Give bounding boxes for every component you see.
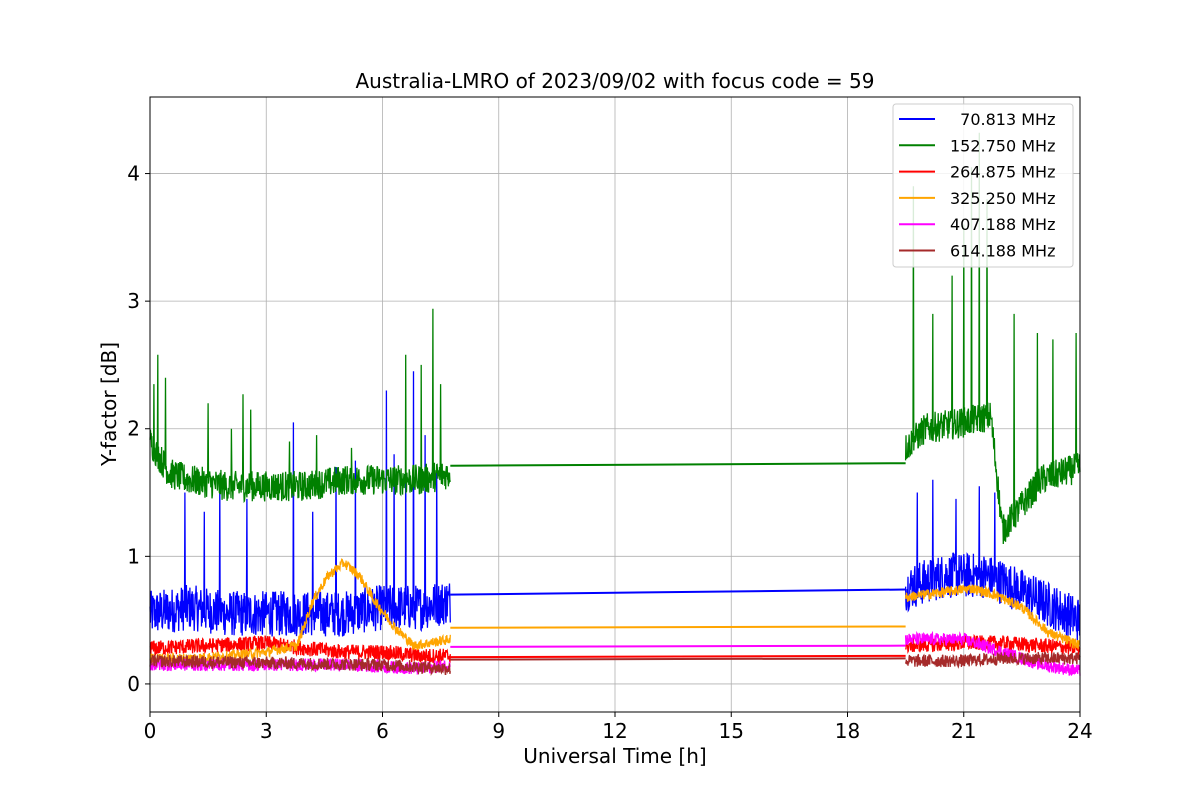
legend-label: 70.813 MHz: [950, 110, 1055, 129]
legend-label: 614.188 MHz: [950, 242, 1055, 261]
series-line: [149, 653, 451, 677]
x-tick-label: 0: [144, 719, 157, 743]
legend-label: 325.250 MHz: [950, 189, 1055, 208]
series-gap-line: [450, 462, 906, 467]
x-tick-label: 9: [492, 719, 505, 743]
series-line: [904, 584, 1081, 650]
series-line: [149, 635, 451, 664]
x-tick-label: 15: [719, 719, 744, 743]
y-tick-label: 1: [127, 544, 140, 568]
legend-box: [892, 103, 1074, 268]
legend-label: 152.750 MHz: [950, 136, 1055, 155]
series-line: [904, 633, 1081, 655]
x-tick-label: 12: [602, 719, 627, 743]
series-line: [904, 630, 1081, 677]
legend-label: 407.188 MHz: [950, 215, 1055, 234]
series-gap-line: [450, 644, 906, 648]
series-0: [149, 371, 1081, 641]
series-line: [904, 479, 1081, 641]
chart-title: Australia-LMRO of 2023/09/02 with focus …: [355, 69, 874, 93]
x-tick-label: 3: [260, 719, 273, 743]
y-tick-label: 2: [127, 417, 140, 441]
x-tick-label: 24: [1067, 719, 1092, 743]
series-line: [904, 651, 1081, 669]
plot-area: [149, 132, 1081, 677]
series-line: [904, 132, 1081, 545]
series-gap-line: [450, 625, 906, 629]
series-1: [149, 132, 1081, 545]
series-5: [149, 651, 1081, 677]
legend-label: 264.875 MHz: [950, 163, 1055, 182]
series-line: [149, 371, 451, 637]
x-tick-label: 21: [951, 719, 976, 743]
y-tick-label: 4: [127, 162, 140, 186]
x-tick-label: 18: [835, 719, 860, 743]
series-2: [149, 633, 1081, 664]
x-tick-label: 6: [376, 719, 389, 743]
series-gap-line: [450, 654, 906, 659]
y-axis-label: Y-factor [dB]: [97, 342, 121, 467]
series-gap-line: [450, 588, 906, 596]
x-axis-label: Universal Time [h]: [523, 744, 706, 768]
y-tick-label: 3: [127, 289, 140, 313]
series-gap-line: [450, 657, 906, 661]
legend: 70.813 MHz 152.750 MHz 264.875 MHz 325.250 …: [892, 103, 1074, 268]
series-line: [149, 308, 451, 504]
y-tick-label: 0: [127, 672, 140, 696]
